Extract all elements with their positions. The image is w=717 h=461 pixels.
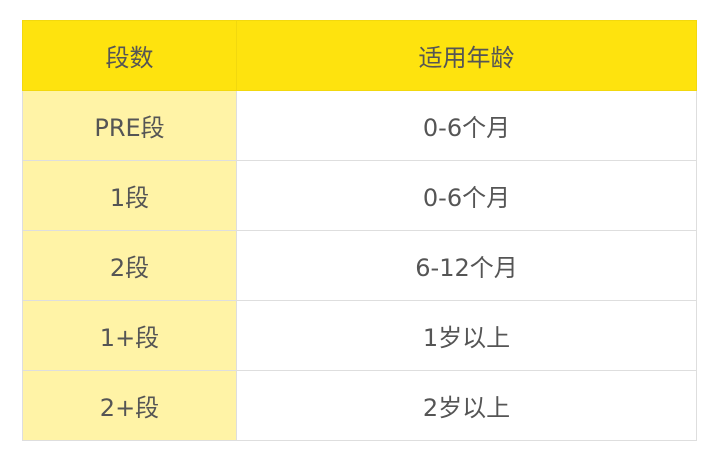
header-row: 段数 适用年龄 (22, 20, 697, 91)
stage-cell: PRE段 (22, 90, 237, 161)
age-cell: 0-6个月 (236, 160, 697, 231)
table-row: 2段 6-12个月 (22, 230, 697, 301)
age-cell: 0-6个月 (236, 90, 697, 161)
table-row: 1+段 1岁以上 (22, 300, 697, 371)
age-cell: 6-12个月 (236, 230, 697, 301)
stage-cell: 2段 (22, 230, 237, 301)
table-row: 1段 0-6个月 (22, 160, 697, 231)
table-row: 2+段 2岁以上 (22, 370, 697, 441)
age-cell: 2岁以上 (236, 370, 697, 441)
header-stage: 段数 (22, 20, 237, 91)
age-cell: 1岁以上 (236, 300, 697, 371)
stage-cell: 1段 (22, 160, 237, 231)
stage-cell: 2+段 (22, 370, 237, 441)
header-age: 适用年龄 (236, 20, 697, 91)
table-row: PRE段 0-6个月 (22, 90, 697, 161)
stage-cell: 1+段 (22, 300, 237, 371)
stage-age-table: 段数 适用年龄 PRE段 0-6个月 1段 0-6个月 2段 6-12个月 1+… (22, 20, 697, 441)
